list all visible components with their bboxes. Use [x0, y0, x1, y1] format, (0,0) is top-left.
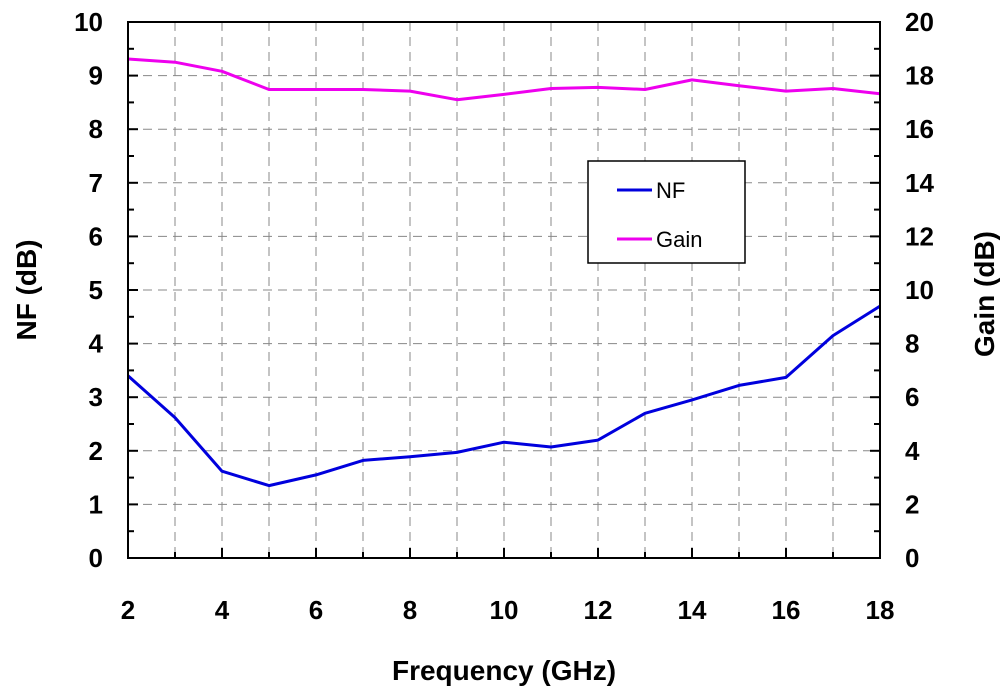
y2-tick-label: 4 — [905, 436, 920, 466]
series-line-gain — [127, 57, 881, 102]
series-lines — [127, 57, 881, 488]
series-line-nf — [127, 304, 881, 488]
x-tick-label: 10 — [490, 595, 519, 625]
x-tick-label: 12 — [584, 595, 613, 625]
y-tick-label: 3 — [89, 382, 103, 412]
y2-tick-label: 10 — [905, 275, 934, 305]
x-tick-label: 14 — [678, 595, 707, 625]
legend-box — [587, 160, 746, 264]
x-axis-title: Frequency (GHz) — [392, 655, 616, 686]
legend: NF Gain — [587, 160, 746, 264]
y-tick-label: 4 — [89, 329, 104, 359]
y2-tick-label: 14 — [905, 168, 934, 198]
x-tick-label: 4 — [215, 595, 230, 625]
x-tick-label: 18 — [866, 595, 895, 625]
y-tick-label: 0 — [89, 543, 103, 573]
y2-axis-title: Gain (dB) — [969, 231, 1000, 357]
y-tick-label: 10 — [74, 7, 103, 37]
y-tick-label: 1 — [89, 489, 103, 519]
legend-label-nf: NF — [656, 178, 685, 203]
x-tick-label: 2 — [121, 595, 135, 625]
y-tick-label: 8 — [89, 114, 103, 144]
y-tick-label: 5 — [89, 275, 103, 305]
y2-tick-label: 12 — [905, 221, 934, 251]
legend-label-gain: Gain — [656, 227, 702, 252]
y2-tick-label: 0 — [905, 543, 919, 573]
x-tick-label: 6 — [309, 595, 323, 625]
y-axis-title: NF (dB) — [11, 239, 42, 340]
y2-tick-label: 18 — [905, 61, 934, 91]
x-tick-label: 16 — [772, 595, 801, 625]
y2-tick-label: 8 — [905, 329, 919, 359]
grid — [128, 22, 880, 558]
y2-tick-label: 2 — [905, 489, 919, 519]
y2-tick-label: 20 — [905, 7, 934, 37]
y2-tick-label: 6 — [905, 382, 919, 412]
y-tick-label: 7 — [89, 168, 103, 198]
y-tick-label: 9 — [89, 61, 103, 91]
y-tick-label: 2 — [89, 436, 103, 466]
ticks — [127, 21, 881, 559]
y2-tick-label: 16 — [905, 114, 934, 144]
tick-labels: 2 4 6 8 10 12 14 16 1801234567891002468101214161… — [74, 7, 934, 625]
x-tick-label: 8 — [403, 595, 417, 625]
y-tick-label: 6 — [89, 221, 103, 251]
